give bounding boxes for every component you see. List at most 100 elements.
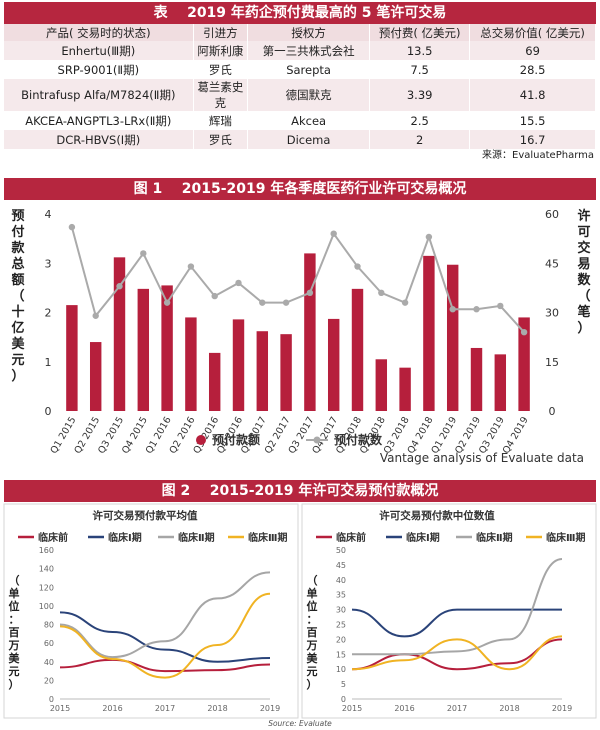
table-cell: Enhertu(Ⅲ期) [4, 41, 194, 60]
deal-count-point [92, 312, 99, 319]
y-axis-label-char: 款 [11, 240, 25, 256]
y-axis-label-char: 美 [9, 651, 21, 665]
deal-count-point [68, 223, 76, 231]
deal-count-point [378, 289, 385, 296]
y-tick-label: 0 [49, 695, 54, 704]
bar [232, 319, 245, 411]
table-title: 表 2019 年药企预付费最高的 5 笔许可交易 [4, 2, 596, 24]
y-axis-label-char: 百 [307, 626, 318, 639]
bar [423, 255, 435, 411]
table-row: Enhertu(Ⅲ期) 阿斯利康 第一三共株式会社 13.5 69 [4, 41, 596, 60]
table-header-cell: 授权方 [247, 24, 371, 41]
bar [66, 305, 78, 411]
y2-tick-label: 15 [545, 356, 559, 369]
y-axis-label-char: 额 [11, 272, 24, 288]
table-cell: 7.5 [369, 60, 471, 79]
table-cell: Akcea [247, 111, 371, 130]
panel-title: 许可交易预付款平均值 [93, 509, 198, 522]
fig2-title: 图 2 2015-2019 年许可交易预付款概况 [4, 480, 596, 502]
y-tick-label: 20 [44, 676, 54, 685]
y-axis-label-char: ： [9, 613, 20, 626]
bar [208, 352, 221, 411]
deal-count-point [425, 233, 433, 241]
y-axis-label-char: 万 [306, 639, 318, 652]
y2-axis-label-char: 易 [577, 257, 590, 272]
deal-count-point [259, 299, 266, 306]
y2-axis-label-char: 可 [577, 225, 590, 240]
bar [256, 331, 269, 411]
legend-label: 临床Ⅲ期 [248, 531, 287, 544]
series-line [351, 638, 563, 671]
y-axis-label-char: 十 [11, 304, 24, 320]
table-cell: 阿斯利康 [193, 41, 249, 60]
y-axis-label-char: 美 [11, 336, 25, 352]
deal-count-point [282, 299, 290, 306]
y-tick-label: 100 [39, 602, 54, 611]
y-tick-label: 40 [336, 576, 346, 585]
y-axis-label-char: （ [307, 574, 318, 587]
legend-label: 临床前 [336, 531, 366, 544]
table-row: DCR-HBVS(Ⅰ期) 罗氏 Dicema 2 16.7 [4, 130, 596, 149]
bar [375, 359, 388, 411]
table-cell: 69 [469, 41, 596, 60]
y-tick-label: 4 [45, 208, 52, 221]
y2-axis-label-char: 笔 [577, 304, 590, 320]
deal-count-point [187, 263, 195, 270]
y-axis-label-char: 百 [9, 626, 20, 639]
deal-count-point [306, 289, 314, 296]
bar [518, 317, 530, 411]
table-cell: 16.7 [469, 130, 596, 149]
x-tick-label: 2019 [260, 704, 280, 713]
legend-line-marker [313, 436, 321, 444]
y2-tick-label: 45 [545, 257, 559, 270]
y-axis-label-char: 总 [11, 256, 24, 272]
y2-axis-label-char: 数 [577, 272, 591, 288]
table-cell: 罗氏 [193, 130, 249, 149]
series-line [59, 611, 271, 663]
y-tick-label: 60 [44, 639, 54, 648]
deal-count-point [473, 306, 480, 313]
x-tick-label: 2018 [207, 704, 227, 713]
bar [470, 347, 483, 411]
fig2-source: Source: Evaluate [268, 719, 332, 728]
table-header-row: 产品( 交易时的状态) 引进方 授权方 预付费( 亿美元) 总交易价值( 亿美元) [4, 24, 596, 41]
x-tick-label: 2015 [342, 704, 362, 713]
y-tick-label: 35 [336, 591, 346, 600]
y-tick-label: 10 [336, 665, 346, 674]
y-tick-label: 2 [45, 307, 52, 320]
y-axis-label-char: 单 [9, 586, 20, 600]
bar [446, 264, 459, 411]
x-tick-label: 2019 [552, 704, 572, 713]
bar [113, 257, 126, 411]
deal-count-point [520, 329, 528, 336]
y-axis-label-char: 预 [11, 209, 24, 224]
legend-label: 临床前 [38, 531, 68, 544]
fig1-title: 图 1 2015-2019 年各季度医药行业许可交易概况 [4, 178, 596, 200]
bar [89, 342, 102, 411]
series-line [59, 592, 271, 679]
table-cell: 葛兰素史克 [193, 79, 249, 111]
table-cell: 第一三共株式会社 [247, 41, 371, 60]
table-cell: 2 [369, 130, 471, 149]
bar [351, 288, 364, 411]
deal-count-point [235, 279, 242, 287]
y-axis-label-char: 位 [9, 599, 20, 613]
legend-label: 临床Ⅲ期 [546, 531, 585, 544]
y-axis-label-char: ） [11, 368, 24, 384]
y-axis-label-char: 元 [9, 665, 20, 678]
x-tick-label: 2016 [102, 704, 122, 713]
deal-count-point [354, 263, 361, 270]
legend-label: 临床Ⅱ期 [178, 531, 215, 544]
table-header-cell: 产品( 交易时的状态) [4, 24, 194, 41]
table-header-cell: 引进方 [193, 24, 249, 41]
y-tick-label: 120 [39, 583, 54, 592]
deal-count-point [330, 230, 337, 237]
table-cell: 41.8 [469, 79, 596, 111]
bar [185, 317, 197, 411]
y2-tick-label: 30 [545, 307, 559, 320]
y-axis-label-char: （ [11, 288, 24, 304]
